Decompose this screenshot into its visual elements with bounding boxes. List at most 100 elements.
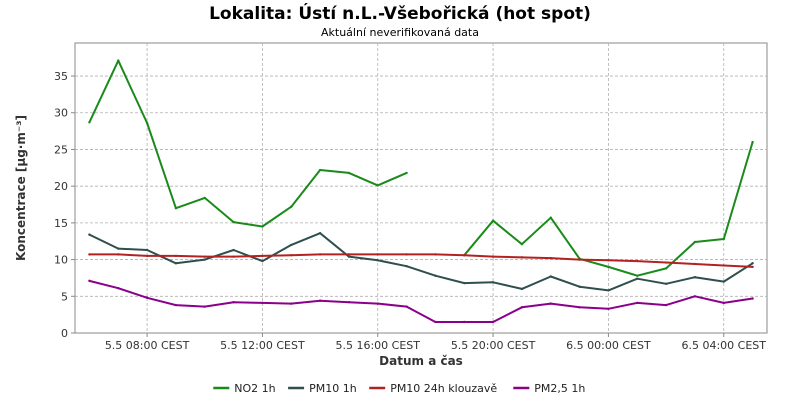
plot-area <box>74 42 768 334</box>
data-point <box>607 259 610 262</box>
data-point <box>664 282 668 286</box>
data-point <box>318 299 322 302</box>
data-point <box>347 255 351 258</box>
data-point <box>290 243 293 247</box>
x-tick-label: 5.5 16:00 CEST <box>335 339 420 352</box>
axis-layer: 0 5 10 15 20 25 30 35 5.5 08:00 CEST 5.5 12:00 CE… <box>54 70 766 352</box>
data-point <box>520 256 524 259</box>
y-tick-label: 5 <box>61 290 68 303</box>
data-point <box>88 253 91 256</box>
data-point <box>578 306 581 309</box>
data-point <box>290 253 293 257</box>
y-tick-label: 0 <box>61 327 68 340</box>
y-tick-label: 15 <box>54 217 68 230</box>
data-point <box>693 240 697 244</box>
data-point <box>376 253 379 256</box>
x-tick-label: 5.5 20:00 CEST <box>451 339 536 352</box>
data-point <box>232 220 235 224</box>
grid-layer <box>75 43 767 333</box>
data-point <box>347 171 351 175</box>
data-point <box>636 301 639 305</box>
data-point <box>664 303 668 307</box>
data-point <box>751 297 754 300</box>
data-point <box>405 264 408 268</box>
data-point <box>578 285 581 288</box>
data-point <box>751 262 754 265</box>
data-point <box>203 255 206 258</box>
data-point <box>145 296 149 299</box>
legend-item: PM10 24h klouzavě <box>369 382 497 395</box>
legend-item: PM10 1h <box>288 382 357 395</box>
legend-label: PM10 1h <box>309 382 357 395</box>
data-point <box>463 281 466 285</box>
data-point <box>491 219 495 222</box>
data-point <box>607 265 610 269</box>
data-point <box>463 253 466 257</box>
x-tick-label: 5.5 08:00 CEST <box>105 339 190 352</box>
y-axis-label: Koncentrace [µg·m⁻³] <box>14 115 28 261</box>
chart-subtitle: Aktuální neverifikovaná data <box>321 26 479 39</box>
data-point <box>174 303 178 307</box>
data-point <box>693 295 697 298</box>
series-0 <box>88 59 754 277</box>
y-tick-label: 10 <box>54 254 68 267</box>
data-point <box>290 205 293 208</box>
data-point <box>491 255 495 258</box>
data-point <box>174 262 178 265</box>
data-point <box>722 264 725 267</box>
data-point <box>318 231 322 235</box>
data-point <box>203 196 206 200</box>
data-point <box>636 274 639 277</box>
data-point <box>434 274 437 277</box>
series-3 <box>88 279 754 324</box>
data-point <box>376 259 379 262</box>
data-point <box>578 258 581 261</box>
data-point <box>203 258 206 261</box>
chart-title: Lokalita: Ústí n.L.-Všebořická (hot spot… <box>209 2 591 24</box>
data-point <box>607 289 610 292</box>
data-point <box>751 265 754 269</box>
data-point <box>318 253 322 256</box>
data-point <box>261 254 264 258</box>
legend-item: NO2 1h <box>213 382 276 395</box>
data-point <box>174 254 178 258</box>
y-tick-label: 35 <box>54 70 68 83</box>
data-point <box>405 305 408 308</box>
data-point <box>117 253 120 256</box>
y-tick-label: 20 <box>54 180 68 193</box>
x-axis-label: Datum a čas <box>379 354 463 368</box>
data-point <box>722 280 725 283</box>
data-point <box>491 281 495 284</box>
series-line <box>88 232 754 292</box>
data-point <box>434 320 437 324</box>
legend-label: PM10 24h klouzavě <box>390 382 497 395</box>
legend: NO2 1h PM10 1h PM10 24h klouzavě PM2,5 1h <box>213 382 585 395</box>
data-point <box>232 248 235 252</box>
data-point <box>347 300 351 304</box>
data-point <box>463 320 466 324</box>
data-point <box>203 305 206 308</box>
data-point <box>88 121 91 124</box>
data-point <box>376 302 379 305</box>
data-point <box>520 287 524 291</box>
series-layer <box>88 59 754 324</box>
x-tick-label: 5.5 12:00 CEST <box>220 339 305 352</box>
data-point <box>664 261 668 264</box>
data-point <box>607 307 610 310</box>
data-point <box>145 248 149 252</box>
x-tick-label: 6.5 00:00 CEST <box>566 339 651 352</box>
data-point <box>376 184 379 187</box>
data-point <box>232 255 235 258</box>
series-line <box>89 253 753 268</box>
data-point <box>636 277 639 280</box>
data-point <box>751 140 754 144</box>
data-point <box>549 275 552 278</box>
data-point <box>549 256 552 260</box>
data-point <box>722 301 725 305</box>
series-1 <box>88 231 754 292</box>
data-point <box>318 168 322 172</box>
data-point <box>174 206 178 210</box>
data-point <box>520 242 524 246</box>
data-point <box>145 121 149 125</box>
